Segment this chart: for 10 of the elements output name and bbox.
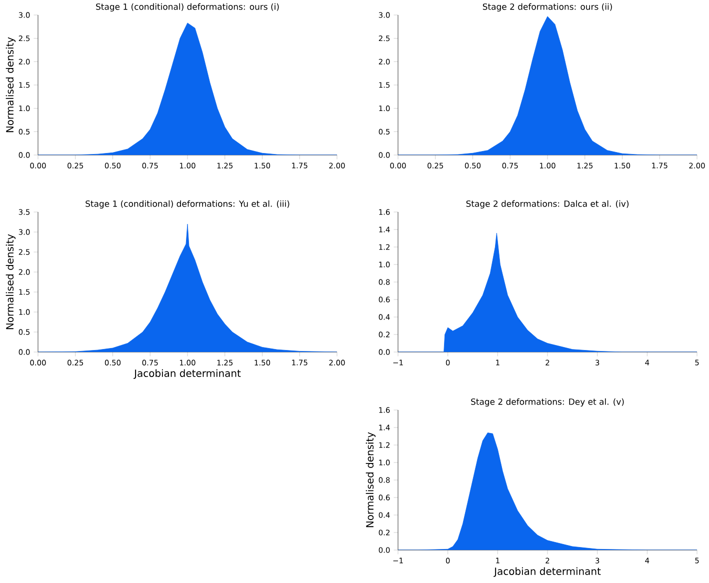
x-axis-title: Jacobian determinant <box>494 567 601 577</box>
chart-title: Stage 2 deformations: ours (ii) <box>482 3 612 12</box>
chart-title: Stage 1 (conditional) deformations: ours (i) <box>96 3 279 12</box>
x-axis-title: Jacobian determinant <box>134 369 241 379</box>
chart-title: Stage 2 deformations: Dey et al. (v) <box>471 398 624 407</box>
y-axis-title: Normalised density <box>366 432 376 528</box>
y-axis-title: Normalised density <box>6 234 16 330</box>
chart-title: Stage 1 (conditional) deformations: Yu et al. (iii) <box>86 200 290 209</box>
chart-title: Stage 2 deformations: Dalca et al. (iv) <box>466 200 629 209</box>
y-axis-title: Normalised density <box>6 37 16 132</box>
